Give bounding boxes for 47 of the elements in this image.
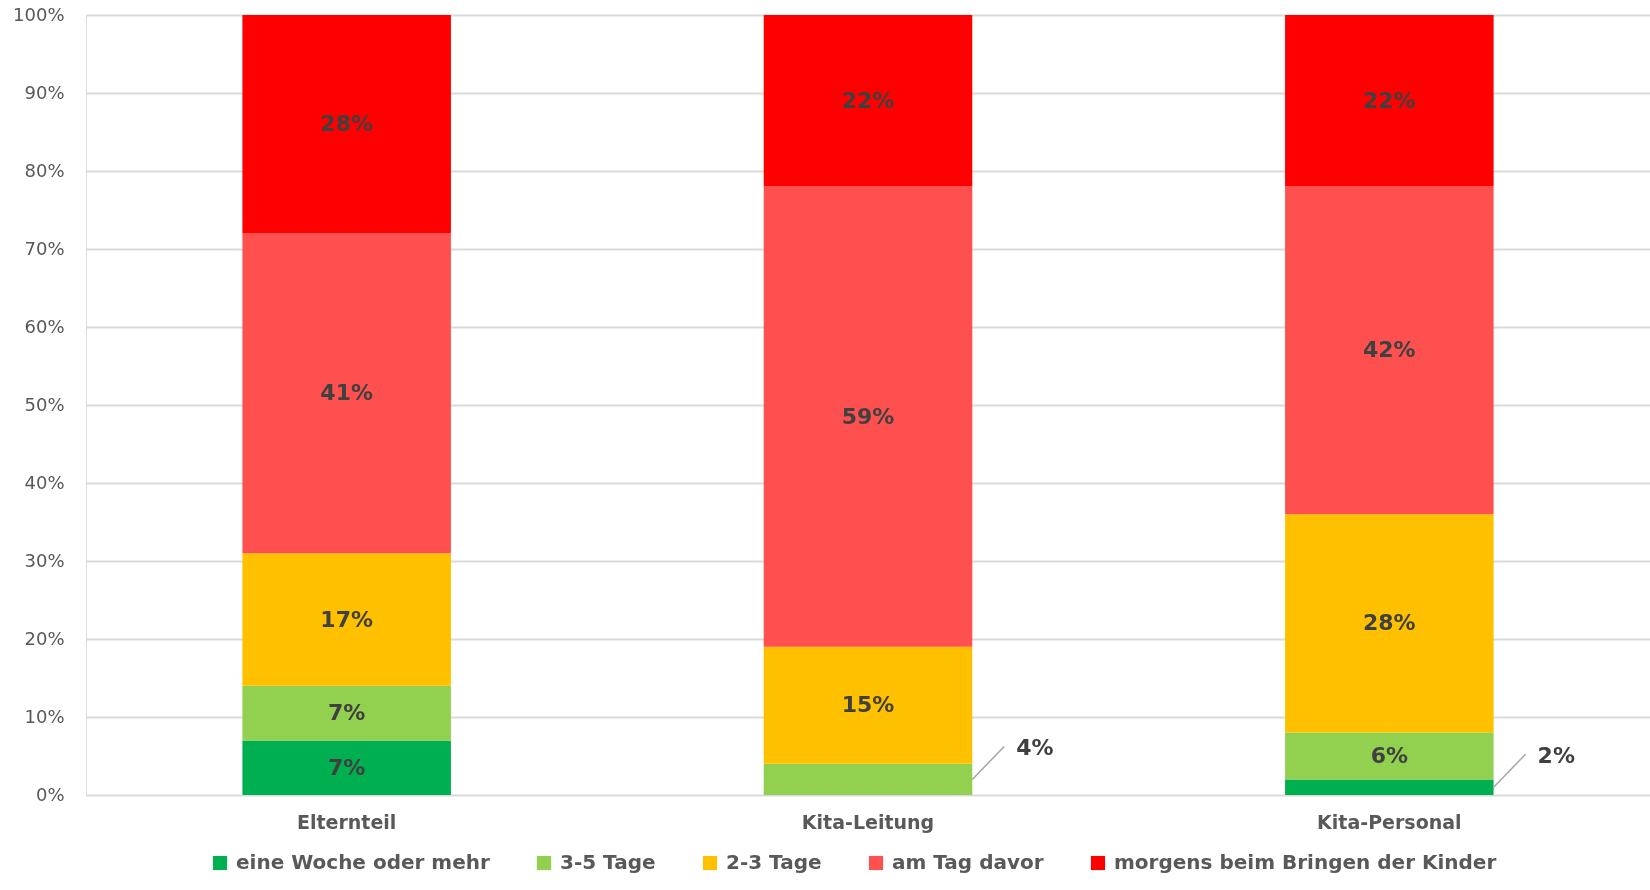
data-label: 59% bbox=[841, 403, 895, 429]
bar bbox=[1285, 732, 1494, 780]
data-label: 22% bbox=[1363, 87, 1416, 113]
data-label: 28% bbox=[1363, 610, 1416, 636]
legend-label: am Tag davor bbox=[892, 850, 1044, 874]
data-label: 2% bbox=[1537, 743, 1575, 769]
legend-label: eine Woche oder mehr bbox=[236, 850, 490, 874]
x-tick-label: Kita-Personal bbox=[1317, 810, 1462, 833]
bar bbox=[1285, 15, 1494, 187]
y-tick-label: 90% bbox=[24, 81, 65, 103]
y-tick-label: 20% bbox=[24, 627, 65, 649]
bar bbox=[242, 740, 451, 795]
bar bbox=[242, 15, 451, 234]
data-label: 17% bbox=[320, 606, 373, 632]
data-label: 6% bbox=[1370, 743, 1409, 768]
data-label: 41% bbox=[320, 380, 373, 406]
y-tick-label: 10% bbox=[24, 705, 65, 727]
bar bbox=[763, 15, 973, 187]
y-tick-label: 70% bbox=[24, 237, 65, 259]
bar bbox=[763, 763, 973, 795]
bar bbox=[1285, 186, 1494, 515]
x-tick-label: Elternteil bbox=[296, 810, 397, 833]
bar bbox=[1285, 514, 1494, 733]
bar bbox=[242, 553, 451, 686]
data-label: 42% bbox=[1363, 337, 1416, 363]
data-label: 15% bbox=[841, 692, 895, 718]
legend-label: morgens beim Bringen der Kinder bbox=[1114, 850, 1497, 874]
y-tick-label: 40% bbox=[24, 471, 65, 493]
legend-label: 3-5 Tage bbox=[560, 850, 656, 874]
data-label: 7% bbox=[327, 754, 366, 780]
data-label: 4% bbox=[1016, 735, 1054, 761]
y-tick-label: 30% bbox=[24, 549, 65, 571]
y-tick-label: 60% bbox=[24, 315, 65, 337]
bar bbox=[1285, 779, 1494, 795]
y-tick-label: 50% bbox=[24, 393, 65, 415]
bar bbox=[242, 233, 451, 554]
x-tick-label: Kita-Leitung bbox=[801, 810, 935, 833]
y-tick-label: 0% bbox=[35, 783, 65, 805]
legend-label: 2-3 Tage bbox=[726, 850, 822, 874]
bar bbox=[763, 186, 973, 647]
data-label: 22% bbox=[841, 87, 895, 113]
bar bbox=[242, 685, 451, 741]
data-label: 28% bbox=[320, 111, 373, 137]
y-tick-label: 80% bbox=[24, 159, 65, 181]
y-tick-label: 100% bbox=[13, 3, 65, 25]
data-label: 7% bbox=[327, 700, 366, 726]
bar bbox=[763, 646, 973, 764]
